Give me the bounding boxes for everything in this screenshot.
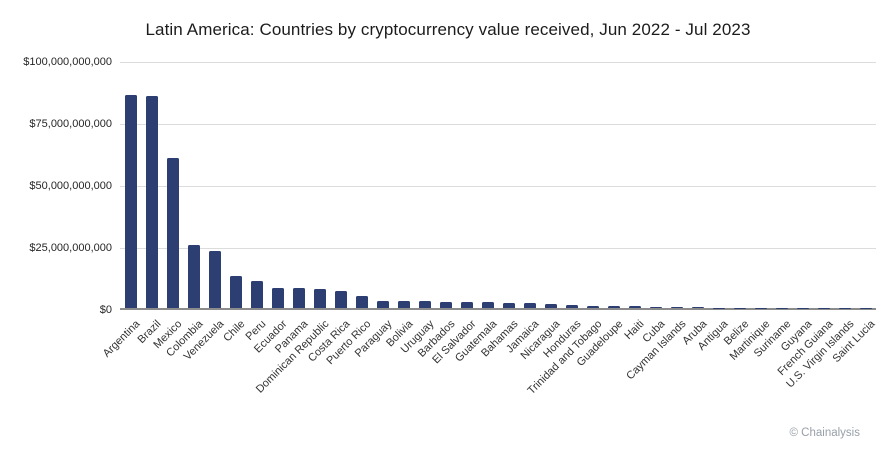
bar-honduras [565, 305, 578, 308]
plot-area [120, 62, 876, 310]
bar-guatemala [481, 302, 494, 308]
y-tick-label: $25,000,000,000 [29, 242, 112, 254]
bar-jamaica [523, 303, 536, 308]
x-axis-line [120, 308, 876, 310]
y-gridline [120, 62, 876, 63]
bar-uruguay [418, 301, 431, 308]
bar-el-salvador [460, 302, 473, 308]
bar-ecuador [271, 287, 284, 308]
bar-bolivia [397, 300, 410, 308]
bar-venezuela [208, 251, 221, 308]
chart-title: Latin America: Countries by cryptocurren… [145, 20, 751, 39]
y-tick-label: $75,000,000,000 [29, 118, 112, 130]
x-axis-labels: Argentina Brazil Mexico Colombia Venezuela Ch… [100, 310, 877, 455]
bar-guadeloupe [607, 306, 620, 308]
bar-paraguay [376, 300, 389, 308]
chainalysis-credit: © Chainalysis [789, 427, 860, 439]
y-tick-label: $50,000,000,000 [29, 180, 112, 192]
bar-dominican-republic [313, 289, 326, 308]
bar-chile [229, 276, 242, 308]
bar-panama [292, 288, 305, 308]
bar-puerto-rico [355, 296, 368, 308]
y-gridline [120, 186, 876, 187]
bar-nicaragua [544, 303, 557, 308]
bar-costa-rica [334, 290, 347, 308]
bar-bahamas [502, 303, 515, 308]
y-gridline [120, 124, 876, 125]
bar-haiti [628, 306, 641, 308]
bar-argentina [124, 95, 137, 308]
bar-mexico [166, 157, 179, 308]
bar-barbados [439, 301, 452, 308]
bar-peru [250, 281, 263, 308]
bar-trinidad-and-tobago [586, 305, 599, 308]
y-tick-label: $100,000,000,000 [23, 56, 112, 68]
y-tick-label: $0 [99, 304, 112, 316]
y-axis: $100,000,000,000 $75,000,000,000 $50,000,0… [0, 0, 112, 455]
y-gridline [120, 248, 876, 249]
bar-cuba [649, 307, 662, 308]
bar-brazil [145, 96, 158, 308]
bar-colombia [187, 245, 200, 308]
bar-aruba [691, 307, 704, 308]
bar-cayman-islands [670, 307, 683, 308]
